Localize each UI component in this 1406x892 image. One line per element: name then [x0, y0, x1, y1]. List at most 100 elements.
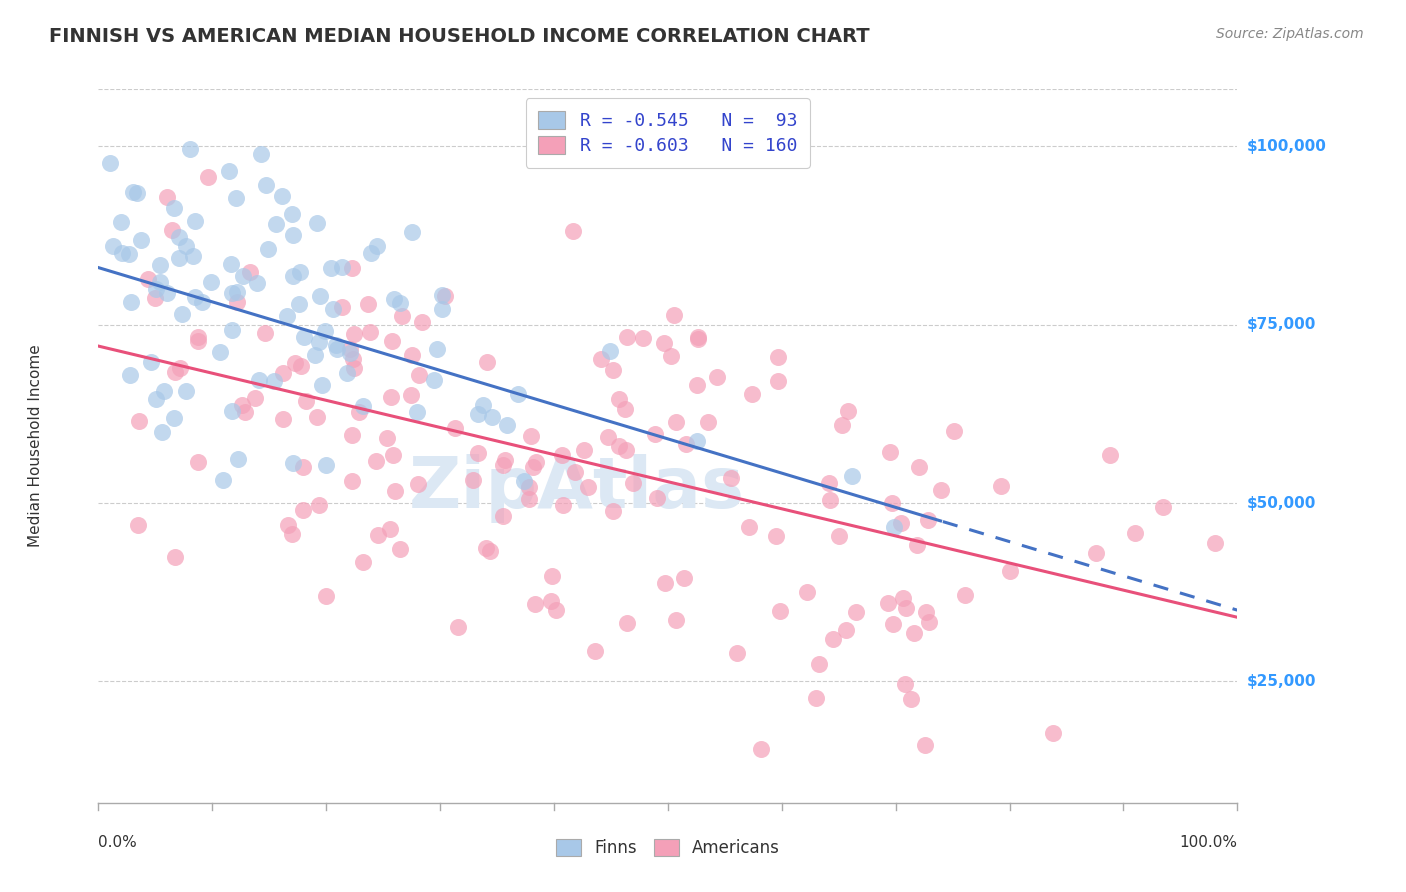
Point [156, 286, 179, 301]
Point [184, 214, 207, 228]
Point [322, 302, 344, 317]
Point [591, 351, 613, 366]
Point [290, 359, 312, 373]
Point [401, 348, 423, 362]
Point [686, 378, 709, 392]
Point [308, 334, 330, 349]
Point [831, 417, 853, 432]
Point [675, 436, 697, 450]
Point [461, 473, 484, 487]
Point [232, 268, 254, 283]
Point [896, 600, 918, 615]
Point [342, 361, 364, 376]
Point [160, 223, 183, 237]
Text: FINNISH VS AMERICAN MEDIAN HOUSEHOLD INCOME CORRELATION CHART: FINNISH VS AMERICAN MEDIAN HOUSEHOLD INC… [49, 27, 870, 45]
Point [879, 445, 901, 459]
Point [221, 404, 243, 418]
Point [818, 493, 841, 508]
Point [145, 392, 167, 406]
Point [917, 513, 939, 527]
Point [477, 355, 499, 369]
Point [253, 326, 276, 340]
Point [583, 644, 606, 658]
Point [905, 538, 928, 552]
Point [271, 367, 294, 381]
Point [408, 477, 430, 491]
Point [149, 258, 172, 272]
Point [929, 483, 952, 497]
Point [381, 334, 404, 348]
Point [136, 272, 159, 286]
Point [411, 315, 433, 329]
Text: Median Household Income: Median Household Income [28, 344, 44, 548]
Point [621, 475, 644, 490]
Point [998, 564, 1021, 578]
Point [990, 479, 1012, 493]
Point [270, 189, 292, 203]
Point [314, 324, 336, 338]
Text: $100,000: $100,000 [1246, 139, 1326, 153]
Point [401, 388, 423, 402]
Text: ZipAtlas: ZipAtlas [409, 454, 745, 524]
Point [602, 504, 624, 518]
Point [226, 295, 249, 310]
Point [614, 442, 637, 457]
Point [659, 349, 682, 363]
Point [221, 323, 243, 337]
Point [479, 544, 502, 558]
Point [467, 446, 489, 460]
Point [247, 373, 270, 387]
Point [156, 190, 179, 204]
Point [654, 576, 676, 591]
Point [835, 624, 858, 638]
Point [304, 348, 326, 362]
Point [281, 207, 304, 221]
Point [340, 261, 363, 276]
Point [522, 460, 544, 475]
Point [288, 296, 311, 310]
Point [665, 613, 688, 627]
Point [408, 368, 430, 382]
Point [292, 330, 315, 344]
Point [150, 425, 173, 439]
Point [891, 591, 914, 605]
Point [352, 555, 374, 569]
Point [492, 458, 515, 473]
Point [342, 428, 364, 442]
Point [496, 417, 519, 432]
Point [360, 245, 382, 260]
Point [225, 191, 247, 205]
Point [162, 411, 184, 425]
Point [841, 468, 863, 483]
Point [943, 425, 966, 439]
Point [339, 346, 361, 360]
Point [359, 325, 381, 339]
Point [280, 527, 302, 541]
Point [311, 377, 333, 392]
Point [375, 431, 398, 445]
Point [110, 214, 132, 228]
Point [283, 456, 305, 470]
Point [226, 451, 249, 466]
Point [520, 429, 543, 443]
Point [264, 217, 287, 231]
Point [347, 405, 370, 419]
Point [276, 310, 298, 324]
Point [243, 391, 266, 405]
Point [725, 646, 748, 660]
Text: 0.0%: 0.0% [98, 835, 138, 850]
Point [541, 569, 564, 583]
Point [98, 156, 121, 170]
Point [471, 398, 494, 412]
Point [118, 368, 141, 382]
Point [908, 460, 931, 475]
Point [827, 529, 849, 543]
Point [187, 330, 209, 344]
Point [191, 295, 214, 310]
Point [645, 491, 668, 505]
Point [382, 292, 405, 306]
Point [564, 465, 586, 479]
Point [330, 260, 353, 274]
Point [364, 453, 387, 467]
Point [883, 520, 905, 534]
